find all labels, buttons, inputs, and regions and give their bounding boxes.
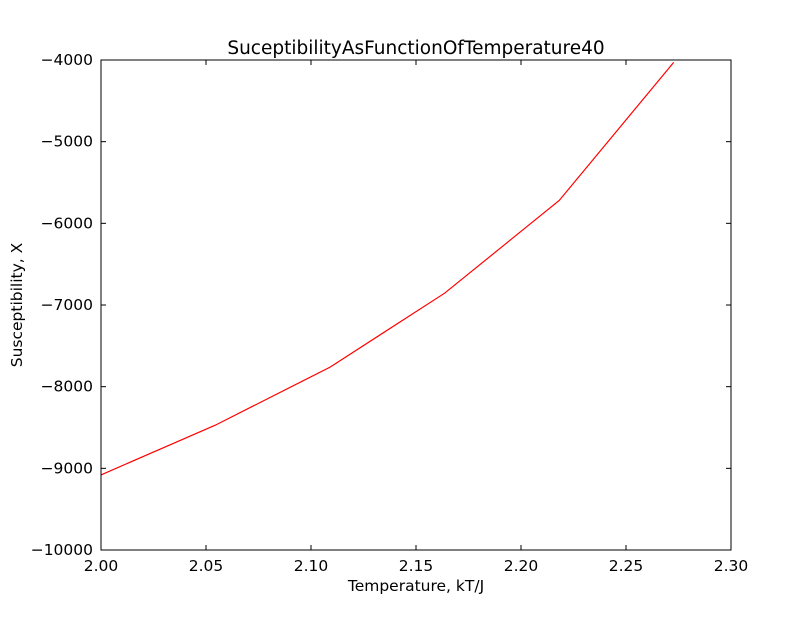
tick-labels-layer: 2.00 2.05 2.10 2.15 2.20 2.25 2.30 −4000 −5000 −6… xyxy=(31,51,749,575)
y-tick-label: −5000 xyxy=(41,133,93,151)
y-tick-label: −10000 xyxy=(31,541,93,559)
x-tick-label: 2.10 xyxy=(294,557,329,575)
y-tick-label: −9000 xyxy=(41,459,93,477)
y-tick-label: −8000 xyxy=(41,378,93,396)
x-tick-label: 2.25 xyxy=(609,557,644,575)
x-tick-label: 2.15 xyxy=(399,557,434,575)
y-tick-label: −7000 xyxy=(41,296,93,314)
series-layer xyxy=(100,62,675,476)
x-tick-label: 2.20 xyxy=(504,557,539,575)
y-axis-title: Susceptibility, X xyxy=(8,242,26,367)
series-line xyxy=(100,62,675,476)
y-tick-label: −4000 xyxy=(41,51,93,69)
plot-frame xyxy=(100,59,732,551)
x-axis-title: Temperature, kT/J xyxy=(347,577,484,595)
x-tick-label: 2.05 xyxy=(189,557,224,575)
y-tick-label: −6000 xyxy=(41,214,93,232)
x-tick-label: 2.00 xyxy=(84,557,119,575)
ticks-layer xyxy=(100,59,732,551)
chart-title: SuceptibilityAsFunctionOfTemperature40 xyxy=(227,38,604,59)
x-tick-label: 2.30 xyxy=(714,557,749,575)
